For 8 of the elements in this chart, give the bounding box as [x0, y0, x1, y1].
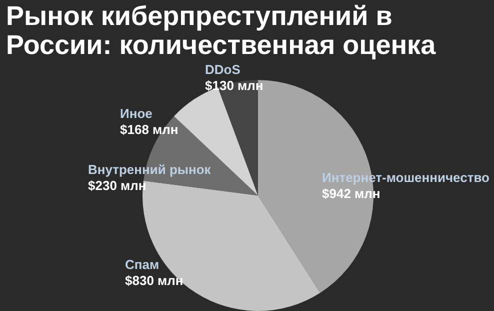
slice-label: Спам: [125, 257, 160, 272]
data-label: $130 млн: [205, 78, 264, 94]
chart-title: Рынок киберпреступлений в России: количественная оценка: [6, 1, 437, 60]
slice-label: DDoS: [205, 62, 241, 78]
data-label: $830 млн: [125, 273, 184, 288]
slice-label: Иное: [120, 106, 152, 122]
data-label: $168 млн: [120, 122, 178, 138]
slice-label: Внутренний рынок: [88, 162, 212, 178]
